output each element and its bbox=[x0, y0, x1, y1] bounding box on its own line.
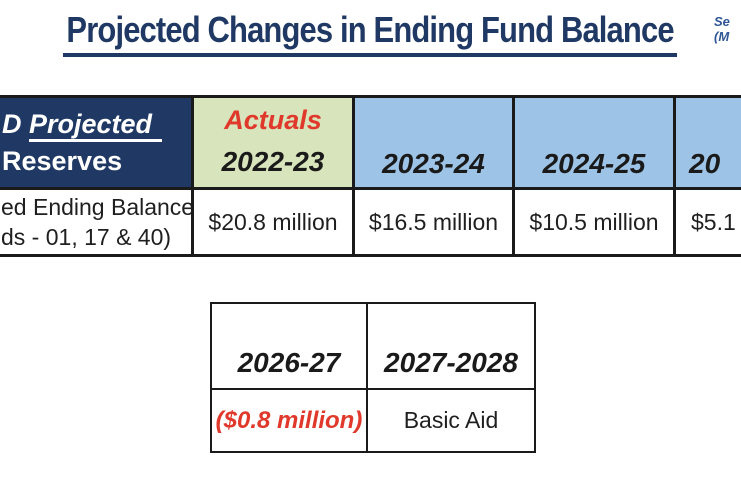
value-2026-27: ($0.8 million) bbox=[212, 390, 368, 451]
row-label-line1: ed Ending Balance bbox=[1, 194, 194, 220]
slide-title-text: Projected Changes in Ending Fund Balance bbox=[63, 10, 678, 57]
future-years-table: 2026-27 2027-2028 ($0.8 million) Basic A… bbox=[210, 302, 536, 453]
year-2024-25: 2024-25 bbox=[542, 148, 646, 179]
value-2027-2028: Basic Aid bbox=[403, 407, 499, 433]
corner-note: Se (M bbox=[714, 14, 741, 44]
corner-note-line1: Se bbox=[714, 14, 730, 29]
actuals-label: Actuals bbox=[224, 105, 322, 135]
year-2025-26-cut: 20 bbox=[689, 148, 721, 179]
table-header-2024-25: 2024-25 bbox=[515, 98, 676, 190]
header-label-line2: Reserves bbox=[2, 145, 123, 176]
header-label-line1: D Projected bbox=[2, 106, 191, 143]
table-header-2025-26-cut: 20 bbox=[676, 98, 741, 190]
table-header-2027-2028: 2027-2028 bbox=[368, 304, 534, 390]
corner-note-line2: (M bbox=[714, 29, 730, 44]
table-header-2023-24: 2023-24 bbox=[355, 98, 515, 190]
value-2025-26-cut: $5.1 bbox=[676, 190, 741, 257]
header-label-underlined: Projected bbox=[29, 108, 163, 142]
table-header-actuals-2022-23: Actuals 2022-23 bbox=[194, 98, 355, 190]
row-label-ending-balance: ed Ending Balance ds - 01, 17 & 40) bbox=[0, 190, 194, 257]
slide-title: Projected Changes in Ending Fund Balance bbox=[0, 10, 741, 57]
value-2022-23: $20.8 million bbox=[194, 190, 355, 257]
table-header-2026-27: 2026-27 bbox=[212, 304, 368, 390]
value-2024-25: $10.5 million bbox=[515, 190, 676, 257]
year-2022-23: 2022-23 bbox=[221, 146, 325, 177]
table-header-label-cell: D Projected Reserves bbox=[0, 98, 194, 190]
row-label-line2: ds - 01, 17 & 40) bbox=[1, 224, 172, 250]
year-2023-24: 2023-24 bbox=[382, 148, 485, 179]
projected-reserves-table: D Projected Reserves Actuals 2022-23 202… bbox=[0, 95, 741, 257]
value-2023-24: $16.5 million bbox=[355, 190, 515, 257]
